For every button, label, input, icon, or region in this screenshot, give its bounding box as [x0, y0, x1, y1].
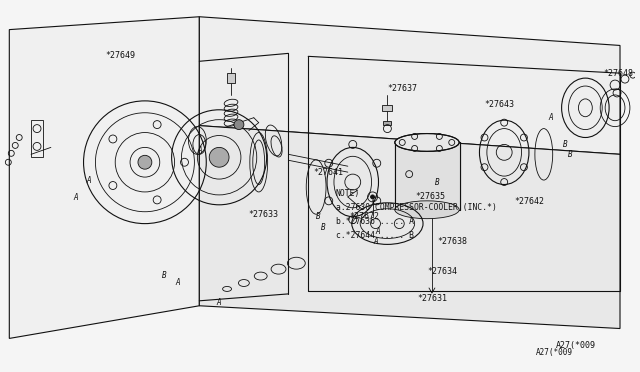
Text: *27672: *27672: [350, 212, 380, 221]
Text: *27648: *27648: [603, 69, 633, 78]
Text: NOTE): NOTE): [336, 189, 360, 198]
Circle shape: [138, 155, 152, 169]
Text: c.*27644 ..... B: c.*27644 ..... B: [336, 231, 414, 240]
Text: B: B: [568, 150, 573, 159]
Text: B: B: [321, 223, 325, 232]
Bar: [396, 142, 460, 210]
Circle shape: [371, 195, 374, 199]
Text: B: B: [316, 212, 321, 221]
Text: *27637: *27637: [387, 83, 417, 93]
Text: A: A: [375, 227, 380, 236]
Text: b.*27636 ..... A: b.*27636 ..... A: [336, 217, 414, 226]
Text: A: A: [548, 113, 553, 122]
Text: *27634: *27634: [427, 267, 457, 276]
Polygon shape: [10, 17, 199, 339]
Text: *27631: *27631: [417, 294, 447, 303]
Text: *27638: *27638: [437, 237, 467, 246]
Circle shape: [209, 147, 229, 167]
Ellipse shape: [395, 134, 459, 151]
Text: B: B: [435, 177, 439, 186]
Text: *27641: *27641: [313, 168, 343, 177]
Ellipse shape: [395, 201, 459, 219]
Polygon shape: [199, 17, 620, 154]
Text: A: A: [175, 279, 180, 288]
Text: A27(*009: A27(*009: [556, 341, 596, 350]
Text: *27633: *27633: [249, 210, 279, 219]
Text: B: B: [163, 270, 167, 280]
Text: A: A: [373, 237, 378, 246]
Text: A: A: [86, 176, 91, 185]
Polygon shape: [199, 126, 620, 328]
Bar: [383, 105, 392, 111]
Text: a.27630 COMPRESSOR-COOLER (INC.*): a.27630 COMPRESSOR-COOLER (INC.*): [336, 203, 497, 212]
Text: B: B: [563, 140, 568, 149]
Text: *27643: *27643: [484, 100, 515, 109]
Text: A27(*009: A27(*009: [536, 348, 573, 357]
Text: A: A: [197, 146, 202, 155]
Circle shape: [234, 120, 244, 129]
Text: A: A: [74, 193, 78, 202]
Bar: [31, 120, 43, 157]
Bar: [383, 121, 392, 125]
Text: A: A: [217, 298, 221, 307]
Text: *27635: *27635: [415, 192, 445, 201]
Bar: [227, 73, 235, 83]
Text: *27649: *27649: [106, 51, 135, 60]
Text: *27642: *27642: [514, 197, 544, 206]
